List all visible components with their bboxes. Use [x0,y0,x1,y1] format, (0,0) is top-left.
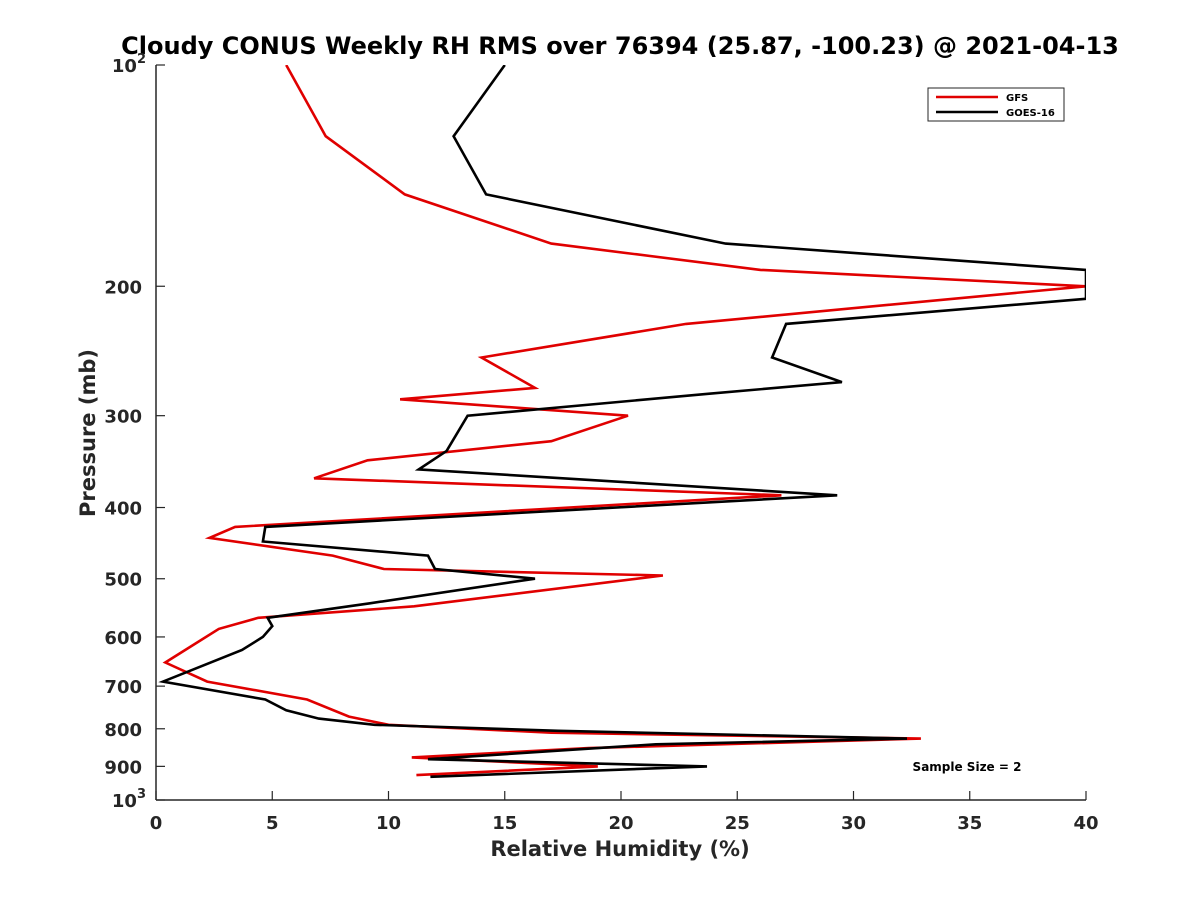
x-axis-label: Relative Humidity (%) [490,837,749,861]
legend-box [927,87,1065,122]
y-tick-label: 400 [104,499,142,520]
series-layer [158,65,1086,779]
x-tick-label: 15 [492,813,517,834]
axes: 0 5 10 15 20 25 30 35 40 102 200 300 400 500 600 700 800… [104,52,1098,834]
x-tick-label: 30 [841,813,866,834]
x-tick-label: 40 [1073,813,1098,834]
x-tick-label: 25 [725,813,750,834]
x-tick-label: 10 [376,813,401,834]
y-tick-label: 800 [104,720,142,741]
x-tick-label: 5 [266,813,279,834]
series-line-gfs [162,65,1086,777]
y-tick-label: 900 [104,757,142,778]
y-axis-label: Pressure (mb) [76,349,100,517]
legend-label: GFS [1006,93,1028,104]
y-tick-label: 700 [104,677,142,698]
chart-title: Cloudy CONUS Weekly RH RMS over 76394 (2… [121,32,1119,60]
y-tick-label: 102 [112,52,146,77]
x-tick-label: 35 [957,813,982,834]
y-tick-label: 103 [112,787,146,812]
sample-size-annotation: Sample Size = 2 [913,760,1022,774]
series-line-goes-16 [158,65,1086,779]
x-tick-label: 20 [608,813,633,834]
y-tick-label: 500 [104,570,142,591]
legend-label: GOES-16 [1006,108,1055,119]
x-tick-label: 0 [150,813,163,834]
y-tick-label: 600 [104,628,142,649]
y-tick-label: 300 [104,407,142,428]
legend: GFS GOES-16 [927,87,1065,122]
y-tick-label: 200 [104,277,142,298]
